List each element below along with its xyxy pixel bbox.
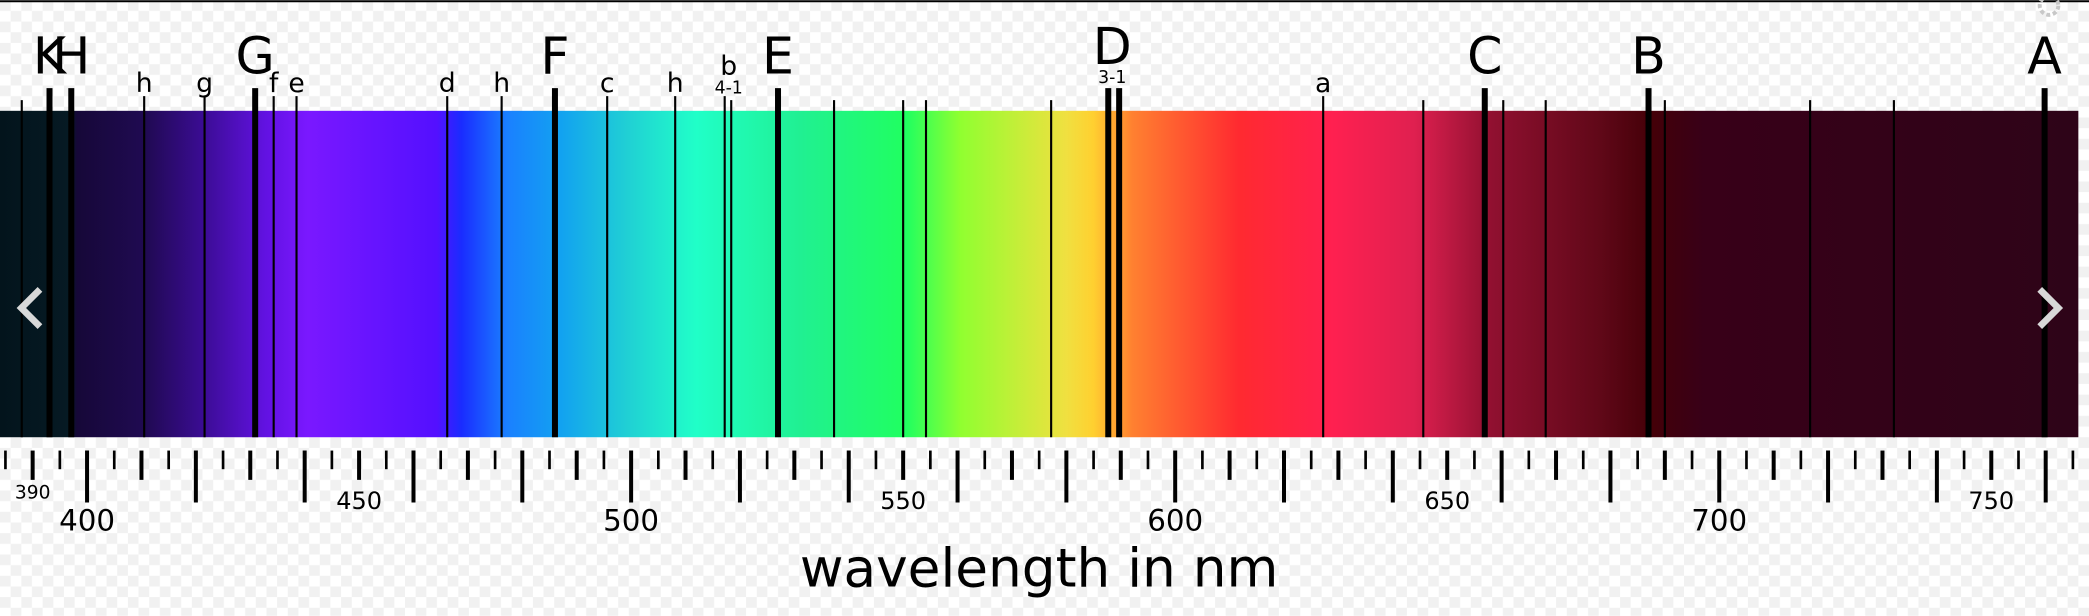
x-tick-label: 390 <box>15 483 51 504</box>
x-tick-label: 700 <box>1691 503 1747 537</box>
line-sublabel: 3-1 <box>1098 68 1126 88</box>
line-label: H <box>52 27 90 86</box>
line-label: b <box>720 51 737 82</box>
line-label: e <box>288 68 304 99</box>
line-label: g <box>196 68 213 99</box>
next-button[interactable] <box>2037 286 2064 330</box>
line-label: h <box>493 68 510 99</box>
x-tick-label: 400 <box>59 503 115 537</box>
line-label: F <box>540 27 569 86</box>
line-label: B <box>1631 27 1666 86</box>
x-tick-label: 450 <box>336 487 382 515</box>
x-tick-label: 650 <box>1424 487 1470 515</box>
x-tick-label: 750 <box>1968 487 2014 515</box>
line-label: c <box>600 68 615 99</box>
line-label: G <box>236 27 275 86</box>
spectrum-band <box>0 110 2079 438</box>
x-tick-label: 600 <box>1147 503 1203 537</box>
line-label: h <box>667 68 684 99</box>
line-label: a <box>1315 68 1331 99</box>
x-tick-label: 500 <box>603 503 659 537</box>
x-axis-label: wavelength in nm <box>800 537 1279 599</box>
line-label: h <box>136 68 153 99</box>
line-label: D <box>1093 17 1132 76</box>
line-label: d <box>439 68 456 99</box>
settings-icon[interactable] <box>2037 0 2061 17</box>
previous-button[interactable] <box>16 286 43 330</box>
line-label: K <box>33 27 68 86</box>
line-label: f <box>269 68 279 99</box>
top-border <box>0 0 2089 3</box>
line-label: E <box>762 27 794 86</box>
line-label: A <box>2027 27 2062 86</box>
x-tick-label: 550 <box>880 487 926 515</box>
line-sublabel: 4-1 <box>715 79 743 99</box>
line-label: C <box>1467 27 1502 86</box>
